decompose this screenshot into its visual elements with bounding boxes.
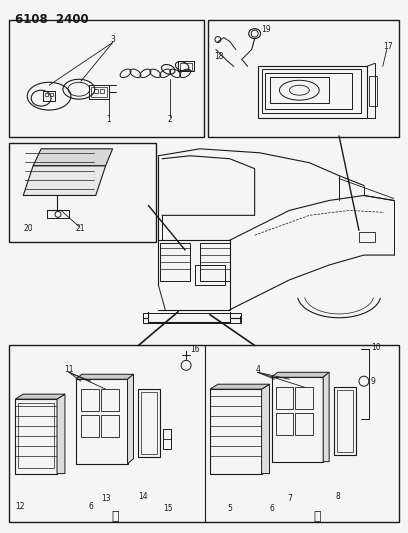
Bar [160, 243, 190, 281]
Text: 6108  2400: 6108 2400 [15, 13, 89, 26]
Bar [163, 429, 171, 449]
Text: 3: 3 [110, 35, 115, 44]
Bar [180, 63, 192, 70]
Text: 13: 13 [101, 494, 110, 503]
Bar [89, 85, 109, 99]
Text: 17: 17 [383, 42, 393, 51]
Text: 18: 18 [214, 52, 224, 61]
Bar [101, 389, 119, 411]
Bar [270, 77, 329, 103]
Bar [272, 377, 323, 462]
Text: 6: 6 [89, 502, 93, 511]
Bar [195, 265, 225, 285]
Bar [45, 93, 48, 96]
Bar [18, 403, 54, 467]
Bar [91, 87, 106, 97]
Polygon shape [323, 372, 329, 462]
Polygon shape [33, 149, 113, 166]
Bar [178, 61, 194, 71]
Polygon shape [272, 372, 329, 377]
Text: 5: 5 [227, 504, 232, 513]
Bar [15, 399, 57, 474]
Bar [9, 345, 399, 522]
Text: Ⓦ: Ⓦ [112, 510, 120, 523]
Bar [50, 93, 53, 96]
Bar [9, 20, 204, 137]
Polygon shape [262, 384, 270, 474]
Bar [81, 389, 99, 411]
Bar [138, 389, 160, 457]
Text: 7: 7 [287, 494, 292, 503]
Bar [81, 415, 99, 437]
Bar [337, 390, 353, 452]
Bar [210, 389, 262, 474]
Polygon shape [76, 374, 133, 379]
Polygon shape [128, 374, 133, 464]
Text: Ⓩ: Ⓩ [313, 510, 321, 523]
Bar [334, 387, 356, 455]
Bar [101, 415, 119, 437]
Text: 11: 11 [64, 365, 74, 374]
Bar [144, 313, 241, 322]
Polygon shape [15, 394, 65, 399]
Bar [94, 89, 98, 93]
Text: 9: 9 [371, 377, 376, 386]
Polygon shape [57, 394, 65, 474]
Bar [76, 379, 128, 464]
Text: 12: 12 [15, 502, 25, 511]
Bar [100, 89, 104, 93]
Bar [142, 392, 157, 454]
Text: 14: 14 [138, 492, 148, 501]
Text: 16: 16 [190, 345, 200, 354]
Text: 10: 10 [371, 343, 381, 352]
Bar [208, 20, 399, 137]
Bar [359, 232, 375, 242]
Text: 15: 15 [163, 504, 173, 513]
Polygon shape [210, 384, 270, 389]
Bar [264, 74, 352, 109]
Bar [275, 413, 293, 435]
Text: 1: 1 [106, 115, 111, 124]
Polygon shape [23, 166, 106, 196]
Text: 2: 2 [168, 115, 173, 124]
Bar [257, 67, 367, 118]
Text: 8: 8 [335, 492, 340, 501]
Bar [9, 143, 156, 242]
Bar [369, 76, 377, 106]
Bar [200, 243, 230, 281]
Text: 21: 21 [76, 224, 85, 233]
Bar [295, 413, 313, 435]
Text: 19: 19 [262, 25, 271, 34]
Text: 4: 4 [255, 365, 260, 374]
Text: 20: 20 [23, 224, 33, 233]
Text: 6: 6 [269, 504, 274, 513]
Bar [262, 69, 361, 113]
Bar [275, 387, 293, 409]
Bar [295, 387, 313, 409]
Bar [43, 91, 55, 101]
